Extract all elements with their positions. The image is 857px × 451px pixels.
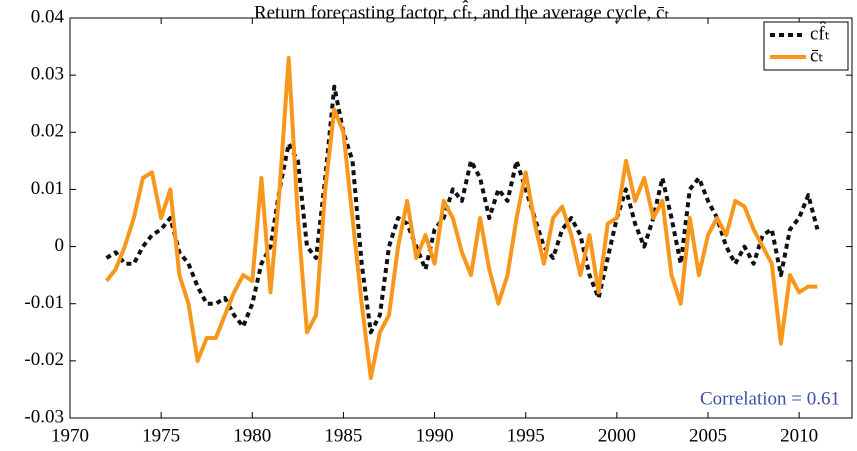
y-tick-label: 0.04 bbox=[31, 6, 65, 27]
y-tick-label: -0.02 bbox=[24, 349, 64, 370]
y-tick-label: -0.01 bbox=[24, 292, 64, 313]
plot-frame bbox=[69, 17, 853, 419]
annotation: Correlation = 0.61 bbox=[700, 388, 840, 409]
y-tick-label: 0 bbox=[55, 235, 65, 256]
chart-title: Return forecasting factor, cf̂ₜ, and the… bbox=[254, 1, 670, 24]
x-tick-label: 1995 bbox=[507, 425, 545, 446]
y-tick-label: 0.03 bbox=[31, 64, 64, 85]
legend-box bbox=[763, 21, 849, 71]
x-tick-label: 2000 bbox=[598, 425, 636, 446]
x-tick-label: 2005 bbox=[689, 425, 727, 446]
series-line bbox=[105, 84, 820, 335]
legend-label: cf̂ₜ bbox=[810, 22, 830, 45]
y-tick-label: 0.02 bbox=[31, 121, 64, 142]
y-tick-label: 0.01 bbox=[31, 178, 64, 199]
x-tick-label: 1975 bbox=[142, 425, 180, 446]
x-tick-label: 1985 bbox=[324, 425, 362, 446]
x-tick-label: 1980 bbox=[233, 425, 271, 446]
legend-label: c̄ₜ bbox=[810, 45, 824, 66]
series-line bbox=[104, 56, 818, 380]
x-tick-label: 2010 bbox=[780, 425, 818, 446]
y-tick-label: -0.03 bbox=[24, 406, 64, 427]
x-tick-label: 1970 bbox=[51, 425, 89, 446]
x-tick-label: 1990 bbox=[416, 425, 454, 446]
